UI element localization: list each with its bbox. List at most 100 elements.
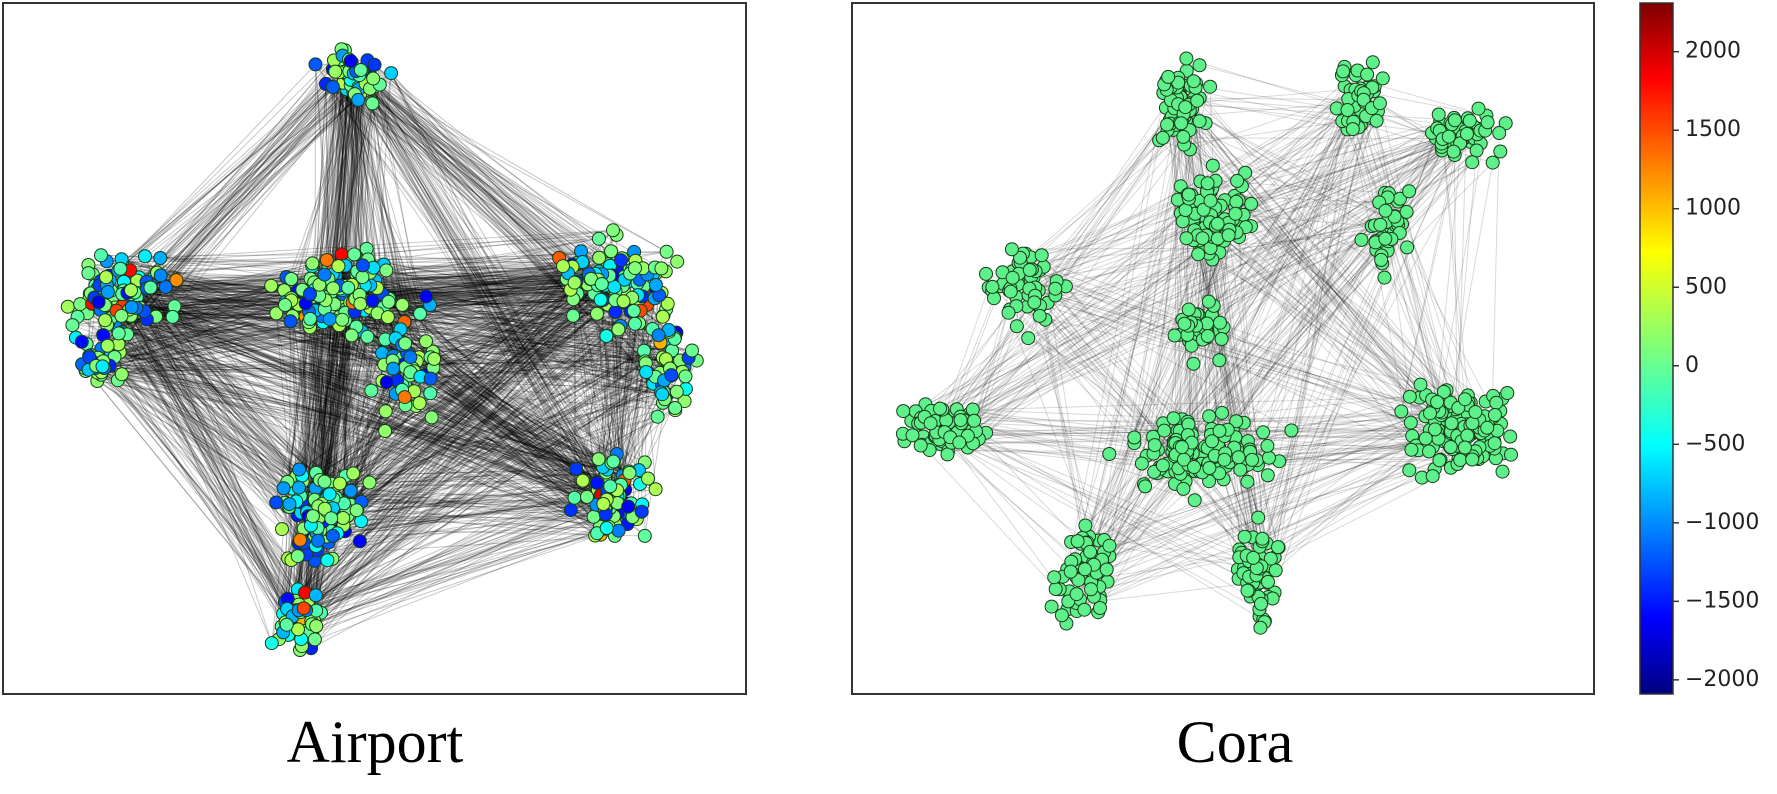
edge	[418, 356, 572, 511]
edge	[1108, 229, 1230, 557]
edge	[967, 144, 1185, 436]
node	[1425, 469, 1440, 484]
edge	[288, 340, 667, 623]
edge	[315, 287, 355, 627]
edge	[109, 229, 614, 281]
node	[593, 292, 608, 307]
edge	[110, 295, 643, 355]
edge	[361, 80, 638, 284]
node	[311, 533, 325, 548]
edge	[1044, 319, 1087, 544]
edge	[289, 275, 610, 610]
edge	[1088, 536, 1250, 562]
node	[1213, 315, 1227, 330]
edge	[335, 262, 578, 498]
edge	[346, 304, 648, 517]
node	[1253, 620, 1268, 635]
edge	[325, 83, 612, 464]
node	[264, 278, 279, 293]
edge	[355, 70, 622, 511]
edge	[342, 71, 607, 509]
edge	[379, 84, 421, 314]
colorbar-tick-label: −2000	[1685, 667, 1759, 692]
edge	[292, 315, 618, 491]
edge	[297, 293, 595, 590]
edge	[932, 421, 1261, 569]
node	[1192, 114, 1207, 129]
edge	[1256, 103, 1381, 461]
edge	[1174, 104, 1458, 437]
edge	[935, 394, 1468, 412]
edge	[1065, 286, 1254, 538]
edge	[1027, 277, 1267, 566]
edge	[354, 93, 421, 377]
edge	[356, 400, 685, 511]
edge	[348, 68, 667, 253]
edge	[1020, 262, 1261, 558]
edge	[301, 306, 315, 476]
node	[1469, 143, 1484, 158]
node	[1181, 187, 1196, 202]
edge	[1442, 138, 1467, 417]
edge	[91, 72, 392, 305]
edge	[332, 86, 361, 275]
edge	[1104, 459, 1183, 573]
edge	[95, 367, 643, 505]
edge	[1043, 266, 1091, 552]
edge	[95, 59, 368, 286]
edge	[115, 326, 405, 385]
edge	[321, 483, 641, 519]
edge	[1020, 274, 1108, 570]
edge	[1093, 428, 1436, 598]
edge	[104, 292, 662, 369]
node	[1228, 206, 1243, 221]
edge	[332, 338, 675, 537]
node	[158, 280, 173, 294]
edge	[118, 75, 368, 345]
edge	[107, 308, 290, 610]
edge	[975, 294, 1029, 432]
edge	[1171, 116, 1203, 464]
node	[1504, 447, 1518, 462]
edge	[345, 468, 577, 477]
edge	[404, 383, 599, 460]
edge	[339, 287, 602, 536]
edge	[101, 291, 310, 373]
edge	[351, 61, 610, 498]
node	[1174, 440, 1189, 455]
edge	[1214, 207, 1263, 544]
edge	[360, 281, 577, 305]
node	[341, 280, 356, 295]
edge	[430, 358, 666, 378]
panel-frame	[851, 2, 1595, 695]
edge	[121, 315, 429, 375]
edge	[1170, 99, 1463, 137]
edge	[313, 283, 603, 622]
edge	[1041, 130, 1481, 256]
edge	[127, 269, 638, 294]
edge	[1277, 151, 1455, 548]
edge	[321, 293, 351, 504]
edge	[935, 432, 1076, 560]
edge	[338, 72, 429, 374]
edge	[282, 503, 643, 615]
edge	[1195, 141, 1472, 327]
edge	[347, 287, 626, 491]
edge	[1078, 232, 1237, 576]
edge	[432, 299, 616, 356]
edge	[1008, 290, 1272, 559]
edge	[109, 68, 350, 281]
node	[1044, 599, 1059, 614]
edge	[345, 70, 640, 281]
node	[331, 259, 346, 274]
edge	[298, 229, 614, 611]
edge	[935, 426, 1465, 437]
edge	[271, 260, 636, 644]
edge	[105, 363, 317, 547]
edge	[1038, 289, 1188, 336]
edge	[101, 59, 350, 310]
node	[424, 410, 439, 425]
edge	[948, 285, 1002, 423]
node	[269, 306, 284, 321]
